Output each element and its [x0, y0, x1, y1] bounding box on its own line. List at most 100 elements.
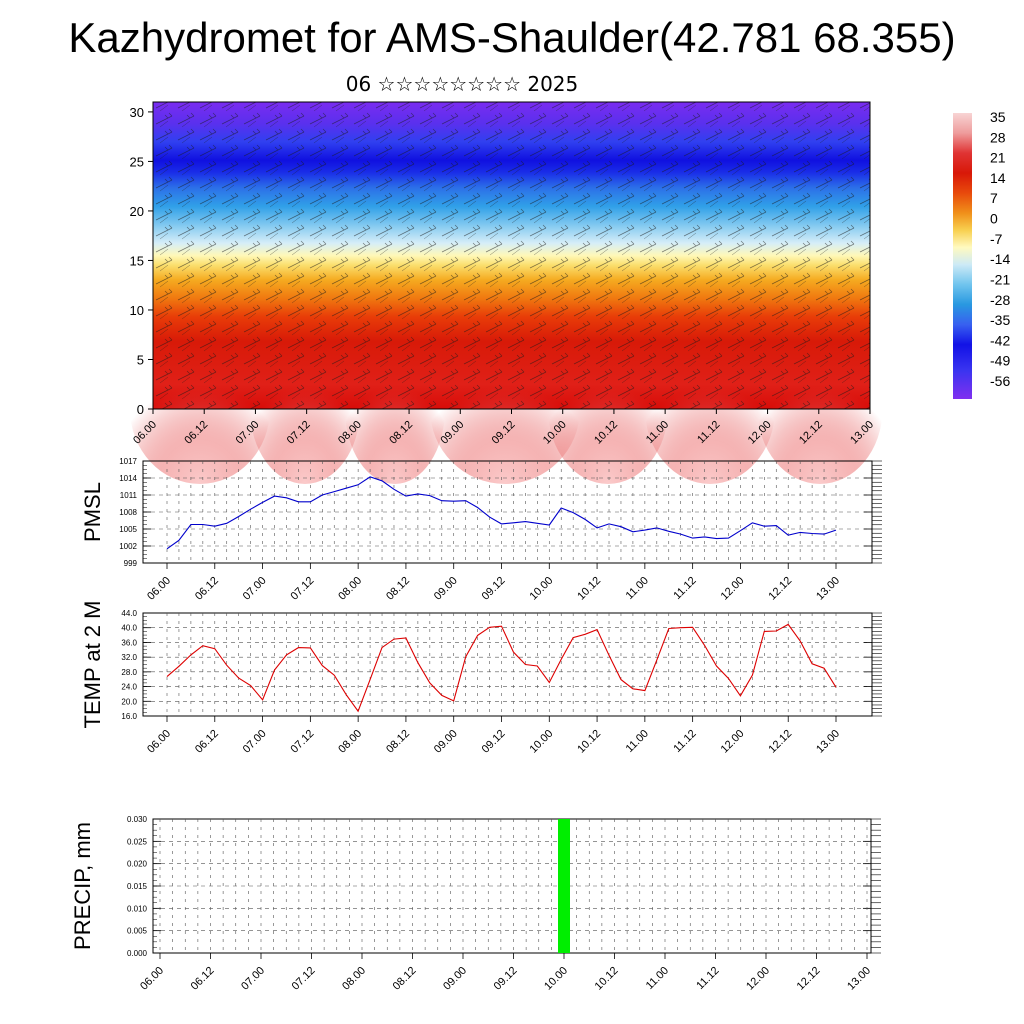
- x-tick-label: 11.00: [624, 575, 651, 602]
- chart-subtitle: 06 ☆☆☆☆☆☆☆☆ 2025: [345, 72, 579, 96]
- x-tick-label: 10.00: [527, 575, 555, 603]
- x-tick-label: 10.12: [575, 728, 603, 756]
- x-tick-label: 09.12: [480, 575, 508, 603]
- x-tick-label: 06.12: [189, 965, 217, 993]
- colorbar-label: -56: [990, 373, 1010, 389]
- y-tick-label: 1014: [119, 474, 137, 483]
- colorbar-gradient: [953, 113, 972, 399]
- y-tick-label: 24.0: [121, 683, 137, 692]
- heatmap-y-tick-label: 30: [130, 105, 144, 120]
- heatmap-y-tick-label: 10: [130, 303, 144, 318]
- x-tick-label: 06.00: [138, 965, 166, 993]
- colorbar-label: -35: [990, 312, 1010, 328]
- x-tick-label: 10.00: [542, 965, 570, 993]
- panel-frame: [142, 612, 873, 717]
- y-tick-label: 1017: [119, 457, 137, 466]
- x-tick-label: 07.00: [239, 965, 267, 993]
- colorbar-label: 35: [990, 109, 1006, 125]
- x-tick-label: 08.12: [384, 728, 412, 756]
- wind-barbs: [153, 102, 870, 409]
- y-tick-label: 0.020: [127, 860, 148, 869]
- x-tick-label: 13.00: [845, 965, 873, 993]
- colorbar-label: 28: [990, 129, 1006, 145]
- colorbar-label: 7: [990, 190, 998, 206]
- pmsl-series-line: [166, 476, 837, 550]
- x-tick-label: 06.12: [193, 728, 221, 756]
- x-tick-label: 09.00: [432, 728, 460, 756]
- x-tick-label: 10.12: [593, 965, 621, 993]
- x-tick-label: 08.00: [340, 965, 368, 993]
- x-tick-label: 07.12: [289, 728, 317, 756]
- y-tick-label: 32.0: [121, 653, 137, 662]
- x-tick-label: 08.00: [336, 728, 364, 756]
- colorbar-label: -28: [990, 292, 1010, 308]
- x-tick-label: 12.00: [719, 575, 747, 603]
- x-tick-label: 06.00: [145, 575, 173, 603]
- heatmap-y-tick-label: 0: [137, 402, 144, 417]
- x-tick-label: 08.00: [336, 575, 364, 603]
- x-tick-label: 06.12: [193, 575, 221, 603]
- x-tick-label: 08.12: [391, 965, 419, 993]
- x-tick-label: 07.12: [290, 965, 318, 993]
- y-tick-label: 0.030: [127, 815, 148, 824]
- y-tick-label: 0.025: [127, 837, 148, 846]
- x-tick-label: 11.12: [671, 728, 698, 755]
- colorbar-label: -21: [990, 271, 1010, 287]
- colorbar-label: 21: [990, 150, 1006, 166]
- heatmap-y-tick-label: 25: [130, 154, 144, 169]
- temp-series-line: [166, 623, 837, 713]
- colorbar-label: 14: [990, 170, 1006, 186]
- y-tick-label: 36.0: [121, 638, 137, 647]
- y-tick-label: 999: [124, 559, 138, 568]
- x-tick-label: 12.12: [766, 728, 794, 756]
- colorbar-label: -42: [990, 332, 1010, 348]
- x-tick-label: 11.00: [644, 965, 671, 992]
- precip-panel: 0.000 0.005 0.010 0.015 0.020 0.025 0.030 06.00…: [70, 815, 881, 993]
- x-tick-label: 09.00: [432, 575, 460, 603]
- x-tick-label: 08.12: [384, 575, 412, 603]
- x-tick-label: 12.00: [719, 728, 747, 756]
- x-tick-label: 10.12: [575, 575, 603, 603]
- x-tick-label: 11.12: [694, 965, 721, 992]
- x-tick-label: 09.00: [441, 965, 469, 993]
- y-tick-label: 44.0: [121, 609, 137, 618]
- x-tick-label: 12.12: [795, 965, 823, 993]
- colorbar: 35 28 21 14 7 0 -7 -14 -21 -28 -35 -42 -49 -56: [953, 109, 1010, 399]
- chart-title: Kazhydromet for AMS-Shaulder(42.781 68.3…: [68, 14, 956, 61]
- y-tick-label: 28.0: [121, 668, 137, 677]
- colorbar-label: -7: [990, 231, 1003, 247]
- y-tick-label: 40.0: [121, 624, 137, 633]
- y-axis-label: TEMP at 2 M: [80, 601, 105, 729]
- colorbar-label: 0: [990, 211, 998, 227]
- temp-panel: 16.0 20.0 24.0 28.0 32.0 36.0 40.0 44.0 06.00 06.…: [80, 601, 882, 756]
- x-tick-label: 09.12: [492, 965, 520, 993]
- colorbar-label: -49: [990, 353, 1010, 369]
- x-tick-label: 12.00: [744, 965, 772, 993]
- y-tick-label: 0.010: [127, 904, 148, 913]
- x-tick-label: 12.12: [766, 575, 794, 603]
- x-tick-label: 07.00: [241, 728, 269, 756]
- x-tick-label: 07.12: [289, 575, 317, 603]
- colorbar-label: -14: [990, 251, 1010, 267]
- x-tick-label: 13.00: [814, 575, 842, 603]
- y-tick-label: 0.000: [127, 949, 148, 958]
- precip-bar: [558, 819, 570, 953]
- y-tick-label: 1005: [119, 525, 137, 534]
- x-tick-label: 06.00: [145, 728, 173, 756]
- y-axis-label: PRECIP, mm: [70, 822, 95, 950]
- y-tick-label: 20.0: [121, 697, 137, 706]
- x-tick-label: 10.00: [527, 728, 555, 756]
- y-tick-label: 1008: [119, 508, 137, 517]
- heatmap-y-axis: 0 5 10 15 20 25 30: [130, 105, 153, 417]
- y-tick-label: 0.015: [127, 882, 148, 891]
- x-tick-label: 07.00: [241, 575, 269, 603]
- y-tick-label: 16.0: [121, 712, 137, 721]
- y-tick-label: 1002: [119, 542, 137, 551]
- y-tick-label: 1011: [120, 491, 138, 500]
- x-tick-label: 09.12: [480, 728, 508, 756]
- heatmap-y-tick-label: 15: [130, 253, 144, 268]
- x-tick-label: 13.00: [814, 728, 842, 756]
- heatmap-y-tick-label: 20: [130, 204, 144, 219]
